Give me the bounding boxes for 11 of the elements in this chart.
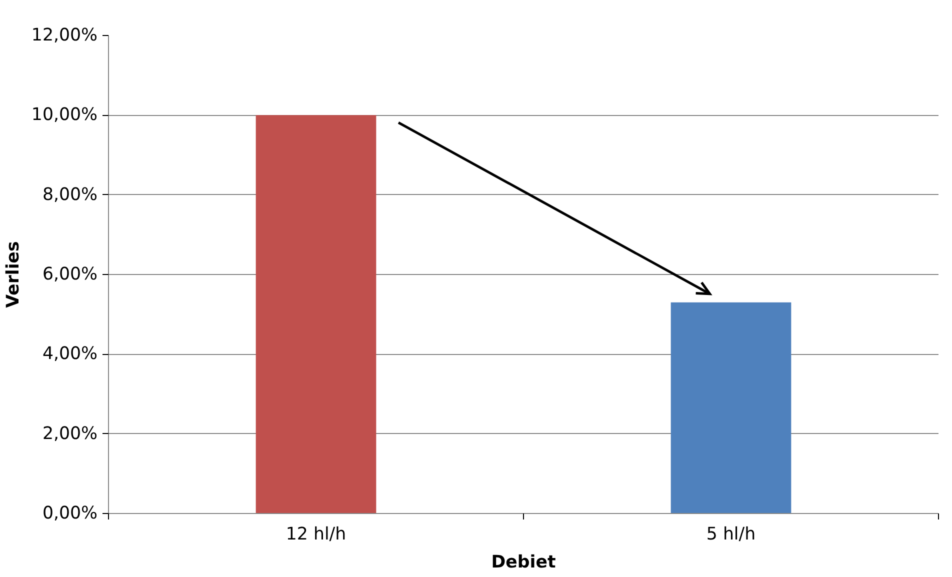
- x-tick-label: 5 hl/h: [706, 524, 756, 544]
- x-tick-label: 12 hl/h: [286, 524, 346, 544]
- y-axis-title: Verlies: [3, 241, 24, 308]
- y-tick-label: 10,00%: [31, 105, 98, 126]
- x-axis-title: Debiet: [491, 552, 556, 572]
- y-tick-label: 12,00%: [31, 26, 98, 46]
- y-tick-label: 4,00%: [42, 344, 98, 364]
- y-tick-label: 8,00%: [42, 184, 98, 205]
- y-tick-label: 6,00%: [42, 264, 98, 284]
- y-tick-label: 0,00%: [42, 504, 98, 524]
- y-tick-label: 2,00%: [42, 424, 98, 444]
